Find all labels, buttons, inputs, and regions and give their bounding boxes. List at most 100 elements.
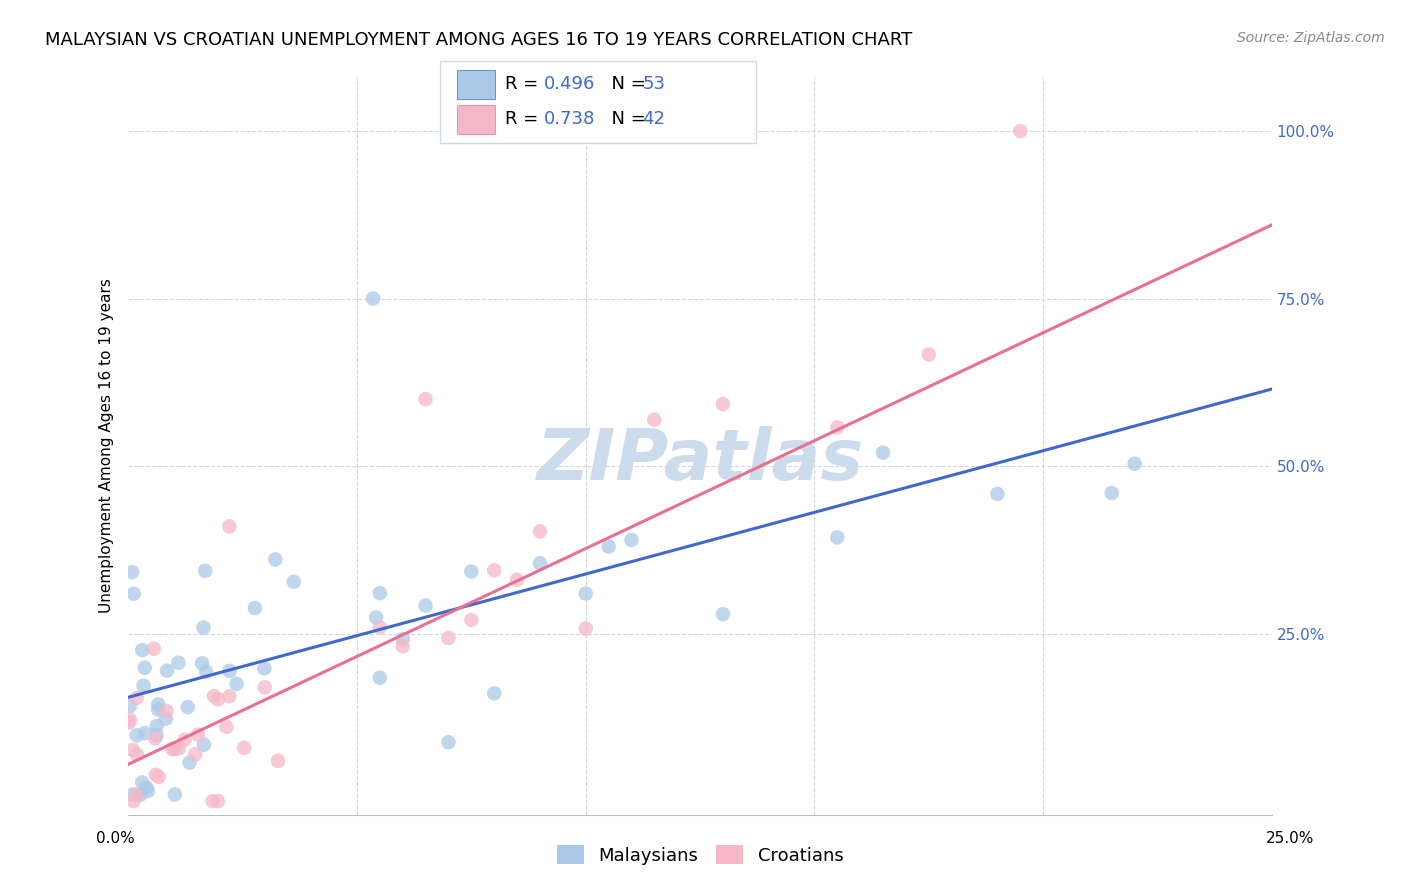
Croatians <box>118 713 141 727</box>
Malaysians <box>132 679 155 693</box>
Malaysians <box>155 712 177 726</box>
Malaysians <box>827 530 849 544</box>
Croatians <box>184 747 207 762</box>
Malaysians <box>243 601 266 615</box>
Malaysians <box>264 552 287 566</box>
Malaysians <box>145 728 167 742</box>
Croatians <box>233 740 256 755</box>
Malaysians <box>368 586 391 600</box>
Croatians <box>711 397 734 411</box>
Croatians <box>125 690 148 705</box>
Text: 0.0%: 0.0% <box>96 831 135 846</box>
Malaysians <box>179 756 201 770</box>
Croatians <box>117 715 139 730</box>
Croatians <box>202 689 225 703</box>
Croatians <box>142 641 165 656</box>
Malaysians <box>1101 486 1123 500</box>
Text: ZIPatlas: ZIPatlas <box>536 426 863 495</box>
Croatians <box>415 392 437 406</box>
Croatians <box>215 720 238 734</box>
Malaysians <box>415 599 437 613</box>
Malaysians <box>121 565 143 579</box>
Malaysians <box>163 788 186 802</box>
Croatians <box>218 690 240 704</box>
Croatians <box>1010 124 1032 138</box>
Malaysians <box>218 664 240 678</box>
Text: MALAYSIAN VS CROATIAN UNEMPLOYMENT AMONG AGES 16 TO 19 YEARS CORRELATION CHART: MALAYSIAN VS CROATIAN UNEMPLOYMENT AMONG… <box>45 31 912 49</box>
Malaysians <box>283 574 305 589</box>
Malaysians <box>598 540 620 554</box>
Croatians <box>173 732 195 747</box>
Malaysians <box>177 700 200 714</box>
Malaysians <box>575 586 598 600</box>
Croatians <box>155 704 177 718</box>
Malaysians <box>134 660 156 674</box>
Croatians <box>484 563 506 577</box>
Malaysians <box>484 686 506 700</box>
Y-axis label: Unemployment Among Ages 16 to 19 years: Unemployment Among Ages 16 to 19 years <box>100 278 114 614</box>
Croatians <box>643 412 665 426</box>
Malaysians <box>118 699 141 714</box>
Malaysians <box>195 665 218 679</box>
Malaysians <box>167 656 190 670</box>
Malaysians <box>1123 457 1146 471</box>
Malaysians <box>122 788 145 802</box>
Malaysians <box>131 775 153 789</box>
Croatians <box>167 741 190 756</box>
Malaysians <box>437 735 460 749</box>
Croatians <box>207 692 229 706</box>
Croatians <box>827 420 849 434</box>
Croatians <box>148 770 170 784</box>
Croatians <box>187 728 209 742</box>
Text: 53: 53 <box>643 76 665 94</box>
Croatians <box>218 519 240 533</box>
Malaysians <box>872 446 894 460</box>
Text: N =: N = <box>600 76 652 94</box>
Malaysians <box>129 788 152 802</box>
Croatians <box>125 788 148 802</box>
Croatians <box>368 620 391 634</box>
Text: 0.738: 0.738 <box>544 111 596 128</box>
Text: 25.0%: 25.0% <box>1267 831 1315 846</box>
Croatians <box>253 680 276 694</box>
Text: N =: N = <box>600 111 652 128</box>
Malaysians <box>194 564 217 578</box>
Malaysians <box>986 487 1008 501</box>
Croatians <box>201 794 224 808</box>
Malaysians <box>193 738 215 752</box>
Croatians <box>121 743 143 757</box>
Croatians <box>145 768 167 782</box>
Croatians <box>391 640 413 654</box>
Malaysians <box>225 677 247 691</box>
Malaysians <box>620 533 643 547</box>
Malaysians <box>361 292 384 306</box>
Malaysians <box>146 702 169 716</box>
Malaysians <box>191 657 214 671</box>
Malaysians <box>253 661 276 675</box>
Croatians <box>125 747 148 762</box>
Malaysians <box>136 784 159 798</box>
Malaysians <box>125 728 148 742</box>
Text: 42: 42 <box>643 111 665 128</box>
Croatians <box>529 524 551 539</box>
Text: Source: ZipAtlas.com: Source: ZipAtlas.com <box>1237 31 1385 45</box>
Croatians <box>143 731 166 746</box>
Croatians <box>506 573 529 587</box>
Malaysians <box>368 671 391 685</box>
Malaysians <box>122 587 145 601</box>
Croatians <box>163 742 186 756</box>
Text: 0.496: 0.496 <box>544 76 596 94</box>
Text: R =: R = <box>505 111 544 128</box>
Legend: Malaysians, Croatians: Malaysians, Croatians <box>550 838 851 871</box>
Malaysians <box>460 565 482 579</box>
Malaysians <box>156 664 179 678</box>
Croatians <box>122 794 145 808</box>
Malaysians <box>146 698 169 712</box>
Croatians <box>160 742 183 756</box>
Croatians <box>437 631 460 645</box>
Croatians <box>918 347 941 361</box>
Croatians <box>460 613 482 627</box>
Malaysians <box>529 556 551 570</box>
Croatians <box>267 754 290 768</box>
Croatians <box>575 622 598 636</box>
